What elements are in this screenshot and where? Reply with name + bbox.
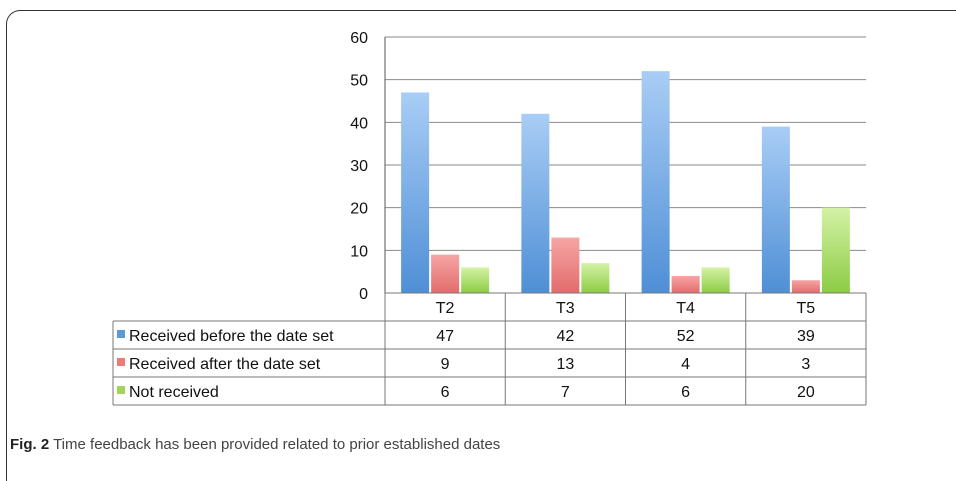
bar-t5-series-2 [791, 280, 820, 293]
data-label-t3-series-3: 7 [561, 384, 570, 401]
data-label-t4-series-3: 6 [681, 384, 690, 401]
data-label-t2-series-3: 6 [441, 384, 450, 401]
category-label-t2: T2 [436, 300, 455, 317]
y-tick-label: 50 [350, 73, 368, 90]
figure-caption-label: Fig. 2 [10, 436, 50, 453]
data-label-t3-series-1: 42 [556, 328, 574, 345]
data-label-t4-series-2: 4 [681, 356, 690, 373]
data-label-t5-series-2: 3 [801, 356, 810, 373]
figure-caption: Fig. 2 Time feedback has been provided r… [10, 436, 500, 453]
bar-t5-series-1 [761, 126, 790, 293]
y-tick-label: 0 [359, 286, 368, 303]
legend-key-series-2 [117, 358, 125, 366]
bar-t3-series-2 [551, 237, 580, 293]
category-label-t4: T4 [676, 300, 695, 317]
figure-frame [6, 10, 956, 481]
legend-label-series-2: Received after the date set [129, 356, 321, 373]
data-label-t4-series-1: 52 [677, 328, 695, 345]
data-label-t2-series-2: 9 [441, 356, 450, 373]
category-label-t5: T5 [797, 300, 816, 317]
data-label-t5-series-3: 20 [797, 384, 815, 401]
bar-t2-series-1 [401, 92, 430, 293]
legend-label-series-3: Not received [129, 384, 219, 401]
bar-t2-series-3 [461, 267, 490, 293]
y-tick-label: 60 [350, 30, 368, 47]
data-label-t2-series-1: 47 [436, 328, 454, 345]
figure-caption-text: Time feedback has been provided related … [53, 436, 501, 453]
data-label-t3-series-2: 13 [556, 356, 574, 373]
chart: 0 10 20 30 40 50 60 T2 T3 T4 T5 Received before th… [112, 30, 867, 406]
y-tick-label: 20 [350, 201, 368, 218]
bar-t3-series-1 [521, 113, 550, 293]
y-tick-label: 10 [350, 243, 368, 260]
legend-key-series-1 [117, 330, 125, 338]
y-tick-label: 40 [350, 115, 368, 132]
legend-key-series-3 [117, 386, 125, 394]
bar-t2-series-2 [431, 254, 460, 293]
bar-t3-series-3 [581, 263, 610, 293]
y-tick-label: 30 [350, 158, 368, 175]
category-label-t3: T3 [556, 300, 575, 317]
bar-t5-series-3 [821, 207, 850, 293]
data-label-t5-series-1: 39 [797, 328, 815, 345]
bar-t4-series-1 [641, 71, 670, 293]
bar-t4-series-2 [671, 275, 700, 293]
bar-t4-series-3 [701, 267, 730, 293]
legend-label-series-1: Received before the date set [129, 328, 334, 345]
